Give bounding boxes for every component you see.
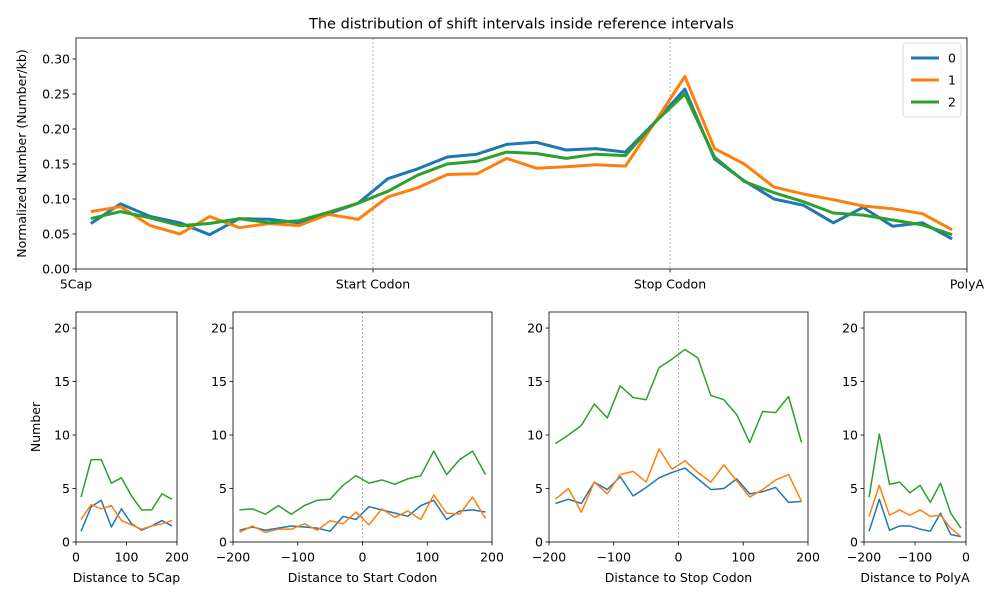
y-tick-label: 10 bbox=[211, 428, 227, 443]
y-tick-label: 0.00 bbox=[42, 262, 70, 277]
legend: 0 1 2 bbox=[902, 42, 962, 118]
series-line-2-1 bbox=[239, 494, 487, 534]
chart-panel-0: 0.00 0.05 0.10 0.15 0.20 0.25 0.30 5Cap Start Co… bbox=[14, 17, 985, 292]
y-tick-label: 15 bbox=[211, 374, 227, 389]
series-line-0-0 bbox=[90, 87, 953, 241]
chart-panel-3: 0 5 10 15 20 −200 −100 0 100 200 Distance to Stop … bbox=[527, 311, 820, 585]
y-tick-label: 0.30 bbox=[42, 52, 70, 67]
legend-entry-label: 1 bbox=[948, 73, 956, 88]
x-tick-label: 200 bbox=[480, 550, 504, 565]
y-tick-label: 15 bbox=[842, 374, 858, 389]
y-tick-label: 0 bbox=[535, 535, 543, 550]
x-tick-label: −200 bbox=[216, 550, 250, 565]
y-tick-label: 0 bbox=[850, 535, 858, 550]
x-tick-label: −100 bbox=[898, 550, 932, 565]
y-tick-label: 0.25 bbox=[42, 87, 70, 102]
y-tick-label: 10 bbox=[842, 428, 858, 443]
y-tick-label: 0 bbox=[62, 535, 70, 550]
x-axis-label: Distance to PolyA bbox=[860, 570, 970, 585]
x-tick-label: −100 bbox=[597, 550, 631, 565]
y-tick-label: 20 bbox=[54, 321, 70, 336]
y-tick-label: 0 bbox=[219, 535, 227, 550]
series-line-4-0 bbox=[868, 498, 962, 538]
legend-entry-label: 0 bbox=[948, 51, 956, 66]
y-tick-label: 20 bbox=[527, 321, 543, 336]
x-tick-label: −200 bbox=[532, 550, 566, 565]
y-tick-label: 0.05 bbox=[42, 227, 70, 242]
chart-panel-2: 0 5 10 15 20 −200 −100 0 100 200 Distance to Start… bbox=[211, 311, 504, 585]
series-line-1-0 bbox=[80, 499, 173, 532]
x-tick-label: PolyA bbox=[950, 277, 985, 292]
x-tick-label: 5Cap bbox=[60, 277, 92, 292]
x-tick-label: 0 bbox=[359, 550, 367, 565]
series-line-4-2 bbox=[868, 433, 962, 529]
y-tick-label: 20 bbox=[211, 321, 227, 336]
y-tick-label: 15 bbox=[527, 374, 543, 389]
series-line-3-1 bbox=[555, 448, 803, 513]
x-axis-label: Distance to 5Cap bbox=[73, 570, 180, 585]
chart-title: The distribution of shift intervals insi… bbox=[308, 17, 734, 33]
y-tick-label: 10 bbox=[527, 428, 543, 443]
series-line-2-2 bbox=[239, 450, 487, 515]
y-tick-label: 5 bbox=[850, 481, 858, 496]
series-line-1-2 bbox=[80, 458, 173, 511]
series-line-4-1 bbox=[868, 484, 962, 538]
x-tick-label: −100 bbox=[281, 550, 315, 565]
legend-entry-label: 2 bbox=[948, 95, 956, 110]
y-tick-label: 0.20 bbox=[42, 122, 70, 137]
x-axis-label: Distance to Start Codon bbox=[288, 570, 438, 585]
x-tick-label: 200 bbox=[165, 550, 189, 565]
x-tick-label: 0 bbox=[72, 550, 80, 565]
series-line-2-0 bbox=[239, 499, 486, 533]
axes-frame-0 bbox=[75, 37, 968, 270]
x-tick-label: 100 bbox=[415, 550, 439, 565]
y-tick-label: 0.10 bbox=[42, 192, 70, 207]
y-tick-label: 0.15 bbox=[42, 157, 70, 172]
x-tick-label: Stop Codon bbox=[634, 277, 706, 292]
x-tick-label: Start Codon bbox=[336, 277, 410, 292]
y-tick-label: 20 bbox=[842, 321, 858, 336]
series-line-0-2 bbox=[90, 92, 953, 237]
x-tick-label: −200 bbox=[847, 550, 881, 565]
x-tick-label: 0 bbox=[675, 550, 683, 565]
series-line-1-1 bbox=[80, 503, 173, 530]
y-tick-label: 5 bbox=[219, 481, 227, 496]
axes-frame-3 bbox=[548, 311, 809, 543]
x-tick-label: 100 bbox=[115, 550, 139, 565]
y-tick-label: 15 bbox=[54, 374, 70, 389]
series-line-0-1 bbox=[90, 75, 953, 236]
axes-frame-4 bbox=[863, 311, 967, 543]
axes-frame-2 bbox=[232, 311, 493, 543]
y-tick-label: 10 bbox=[54, 428, 70, 443]
y-tick-label: 5 bbox=[62, 481, 70, 496]
y-axis-label: Normalized Number (Number/kb) bbox=[14, 49, 29, 257]
x-tick-label: 100 bbox=[731, 550, 755, 565]
x-tick-label: 0 bbox=[962, 550, 970, 565]
chart-panel-4: 0 5 10 15 20 −200 −100 0 Distance to PolyA bbox=[842, 311, 970, 585]
x-tick-label: 200 bbox=[796, 550, 820, 565]
y-axis-label: Number bbox=[28, 401, 43, 452]
series-line-3-2 bbox=[555, 348, 803, 445]
x-axis-label: Distance to Stop Codon bbox=[605, 570, 752, 585]
y-tick-label: 5 bbox=[535, 481, 543, 496]
